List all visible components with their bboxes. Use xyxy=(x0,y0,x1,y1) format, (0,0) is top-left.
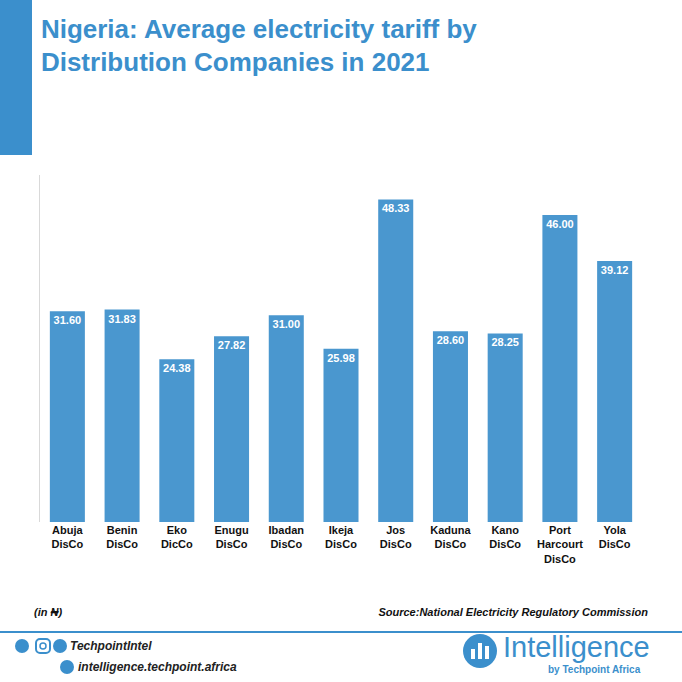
svg-text:31.00: 31.00 xyxy=(273,318,301,330)
html-text:(in ₦): (in ₦) xyxy=(34,606,63,618)
svg-text:JosDisCo: JosDisCo xyxy=(380,524,412,550)
html-text:Intelligence: Intelligence xyxy=(503,631,650,663)
html-text:intelligence.techpoint.africa: intelligence.techpoint.africa xyxy=(78,660,237,674)
svg-text:KadunaDisCo: KadunaDisCo xyxy=(430,524,471,550)
svg-text:IkejaDisCo: IkejaDisCo xyxy=(325,524,357,550)
svg-text:31.83: 31.83 xyxy=(108,313,136,325)
svg-text:BeninDisCo: BeninDisCo xyxy=(106,524,138,550)
svg-text:28.25: 28.25 xyxy=(491,336,519,348)
svg-text:27.82: 27.82 xyxy=(218,339,246,351)
svg-text:Nigeria: Average electricity t: Nigeria: Average electricity tariff byDi… xyxy=(41,14,477,78)
svg-text:EkoDicCo: EkoDicCo xyxy=(161,524,193,550)
svg-text:31.60: 31.60 xyxy=(54,314,82,326)
svg-text:IbadanDisCo: IbadanDisCo xyxy=(269,524,305,550)
svg-text:AbujaDisCo: AbujaDisCo xyxy=(51,524,83,550)
html-text:by Techpoint Africa: by Techpoint Africa xyxy=(548,664,641,675)
html-text:TechpointIntel: TechpointIntel xyxy=(70,639,152,653)
svg-text:KanoDisCo: KanoDisCo xyxy=(489,524,521,550)
svg-text:28.60: 28.60 xyxy=(437,334,465,346)
svg-text:25.98: 25.98 xyxy=(327,352,355,364)
svg-text:39.12: 39.12 xyxy=(601,264,629,276)
html-text:Source:National Electricity Re: Source:National Electricity Regulatory C… xyxy=(378,606,648,618)
svg-text:EnuguDisCo: EnuguDisCo xyxy=(214,524,248,550)
svg-text:24.38: 24.38 xyxy=(163,362,191,374)
svg-text:46.00: 46.00 xyxy=(546,218,574,230)
svg-text:PortHarcourtDisCo: PortHarcourtDisCo xyxy=(537,524,583,565)
svg-text:YolaDisCo: YolaDisCo xyxy=(599,524,631,550)
svg-text:48.33: 48.33 xyxy=(382,202,410,214)
